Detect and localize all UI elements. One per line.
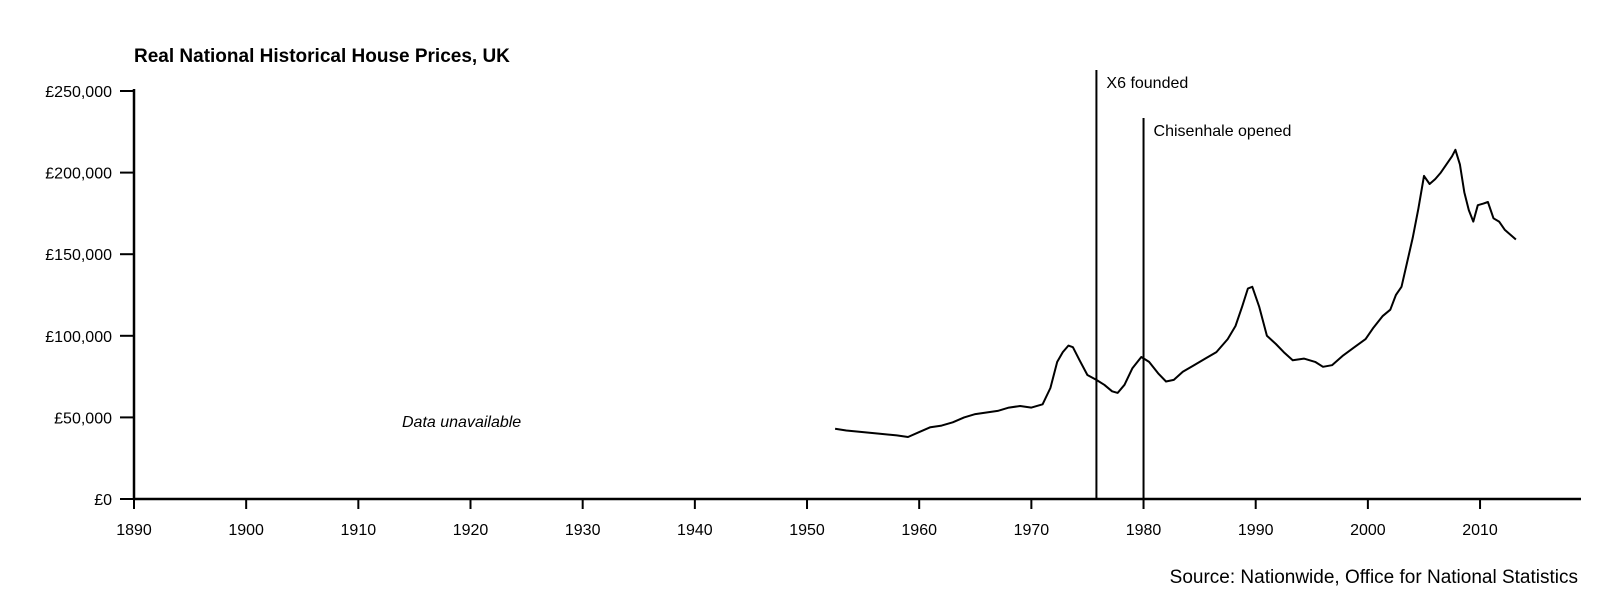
y-tick-label: £0 — [94, 492, 112, 509]
house-price-line — [834, 148, 1517, 438]
source-note: Source: Nationwide, Office for National … — [1170, 567, 1578, 588]
y-axis: £0 £50,000 £100,000 £150,000 £200,000 £250,00… — [45, 84, 136, 509]
x-tick-label: 2000 — [1350, 522, 1386, 539]
x-tick-label: 1990 — [1238, 522, 1274, 539]
x-tick-label: 1890 — [116, 522, 152, 539]
x-tick-label: 1920 — [453, 522, 489, 539]
x-tick-label: 2010 — [1462, 522, 1498, 539]
x-tick-label: 1960 — [901, 522, 937, 539]
x-tick-label: 1940 — [677, 522, 713, 539]
chart-title: Real National Historical House Prices, U… — [134, 46, 510, 67]
x-tick-label: 1980 — [1126, 522, 1162, 539]
annotation-label: Chisenhale opened — [1154, 123, 1292, 140]
x-tick-label: 1970 — [1014, 522, 1050, 539]
x-tick-label: 1910 — [341, 522, 377, 539]
x-tick-label: 1950 — [789, 522, 825, 539]
y-tick-label: £100,000 — [45, 329, 112, 346]
x-tick-label: 1900 — [228, 522, 264, 539]
annotation-label: X6 founded — [1106, 75, 1188, 92]
y-tick-label: £150,000 — [45, 247, 112, 264]
y-tick-label: £200,000 — [45, 166, 112, 183]
series-layer — [834, 148, 1517, 438]
data-unavailable-note: Data unavailable — [402, 414, 521, 431]
y-tick-label: £250,000 — [45, 84, 112, 101]
annotations: X6 founded Chisenhale opened — [1095, 70, 1292, 499]
y-tick-label: £50,000 — [54, 410, 112, 427]
x-axis: 1890 1900 1910 1920 1930 1940 1950 1960 1970 1980… — [116, 497, 1581, 539]
x-tick-label: 1930 — [565, 522, 601, 539]
